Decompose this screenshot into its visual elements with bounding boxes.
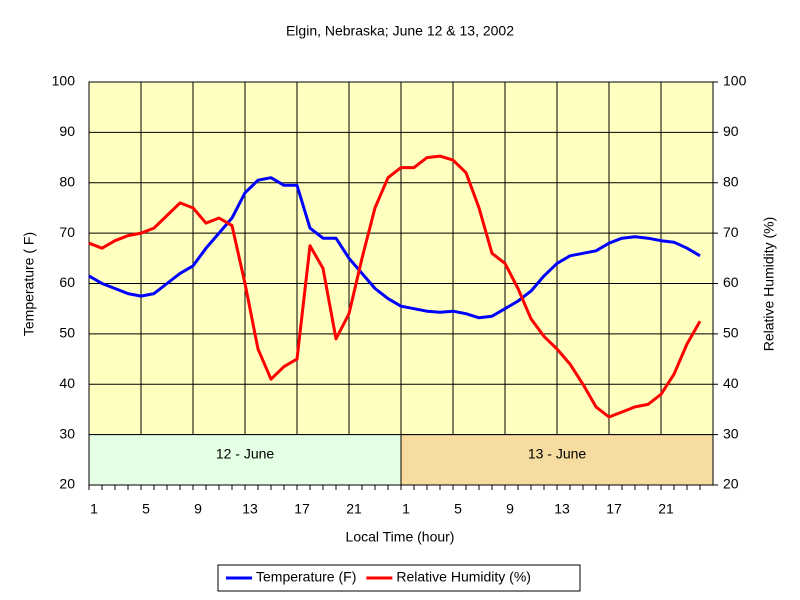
y2-tick-label: 40	[723, 375, 739, 391]
y-tick-label: 20	[59, 476, 75, 492]
y-axis-title: Temperature ( F)	[21, 232, 37, 336]
y2-tick-label: 80	[723, 173, 739, 189]
legend-label: Relative Humidity (%)	[396, 569, 531, 585]
y2-tick-label: 100	[723, 73, 747, 89]
x-tick-label: 9	[194, 501, 202, 517]
x-tick-label: 17	[294, 501, 310, 517]
legend-label: Temperature (F)	[256, 569, 356, 585]
y-tick-label: 60	[59, 274, 75, 290]
y-tick-label: 40	[59, 375, 75, 391]
y-tick-label: 100	[52, 73, 76, 89]
date-label: 13 - June	[528, 445, 587, 461]
date-box	[400, 434, 714, 486]
data-line	[88, 176, 701, 320]
x-tick-label: 21	[658, 501, 674, 517]
y2-tick-label: 30	[723, 425, 739, 441]
y-tick-label: 90	[59, 123, 75, 139]
x-tick-label: 21	[346, 501, 362, 517]
y2-axis-title: Relative Humidity (%)	[761, 217, 777, 352]
y2-tick-label: 70	[723, 224, 739, 240]
y2-tick-label: 90	[723, 123, 739, 139]
y-tick-label: 70	[59, 224, 75, 240]
chart-title: Elgin, Nebraska; June 12 & 13, 2002	[286, 23, 514, 39]
date-label: 12 - June	[216, 445, 275, 461]
x-tick-label: 5	[142, 501, 150, 517]
x-tick-label: 5	[454, 501, 462, 517]
y2-tick-label: 20	[723, 476, 739, 492]
date-box	[88, 434, 402, 486]
x-tick-label: 9	[506, 501, 514, 517]
plot-border	[88, 81, 714, 486]
y-tick-label: 30	[59, 425, 75, 441]
x-tick-label: 1	[90, 501, 98, 517]
y-tick-label: 50	[59, 325, 75, 341]
legend-box	[217, 564, 581, 592]
x-axis-title: Local Time (hour)	[346, 529, 455, 545]
y2-tick-label: 50	[723, 325, 739, 341]
x-tick-label: 17	[606, 501, 622, 517]
y2-tick-label: 60	[723, 274, 739, 290]
x-tick-label: 1	[402, 501, 410, 517]
y-tick-label: 80	[59, 173, 75, 189]
x-tick-label: 13	[242, 501, 258, 517]
x-tick-label: 13	[554, 501, 570, 517]
data-line	[88, 154, 702, 419]
